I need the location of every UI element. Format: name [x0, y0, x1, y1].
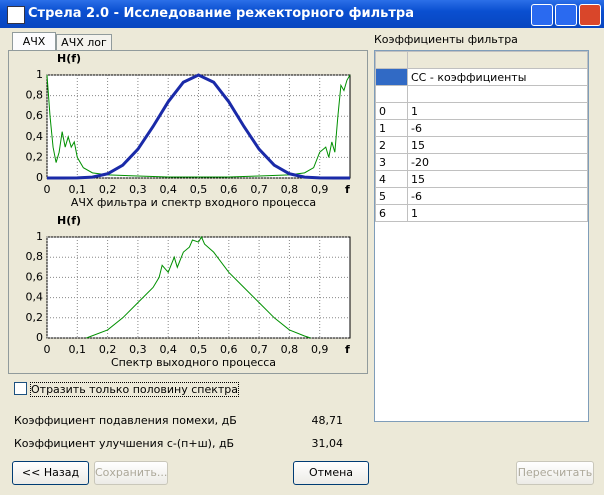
table-cell: 1 — [407, 204, 588, 222]
x-tick-label: 0,2 — [99, 343, 117, 356]
x-tick-label: 0,9 — [311, 183, 329, 196]
result-value: 48,71 — [311, 414, 344, 427]
x-tick-label: 0,1 — [69, 183, 87, 196]
recalc-button[interactable]: Пересчитать — [516, 461, 594, 485]
x-tick-label: 0,6 — [220, 183, 238, 196]
grid: СС - коэффициенты 0 1 1 -6 2 15 3 -20 4 15 5 -6 6 1 — [374, 50, 589, 422]
line-series — [47, 73, 350, 180]
x-tick-label: 0 — [44, 343, 51, 356]
x-tick-label: 0,9 — [311, 343, 329, 356]
x-tick-label: 0,4 — [159, 343, 177, 356]
x-tick-label: 0,1 — [69, 343, 87, 356]
line-series — [46, 74, 351, 178]
app-icon — [7, 6, 25, 24]
title-bar: Стрела 2.0 - Исследование режекторного ф… — [0, 0, 604, 28]
tab[interactable]: АЧХ — [12, 32, 56, 51]
save-button[interactable]: Сохранить... — [94, 461, 168, 485]
x-tick-label: 0,3 — [129, 343, 147, 356]
x-tick-label: 0,5 — [190, 183, 208, 196]
x-tick-label: 0,3 — [129, 183, 147, 196]
result-label: Коэффициент подавления помехи, дБ — [14, 414, 237, 427]
y-tick-label: 1 — [36, 68, 43, 81]
line-series — [86, 235, 311, 339]
y-tick-label: 0,6 — [26, 270, 44, 283]
cancel-button[interactable]: Отмена — [293, 461, 369, 485]
window-title: Стрела 2.0 - Исследование режекторного ф… — [28, 6, 414, 21]
x-axis-label: f — [345, 183, 350, 196]
back-button[interactable]: << Назад — [12, 461, 89, 485]
x-tick-label: 0,7 — [250, 183, 268, 196]
checkbox-label[interactable]: Отразить только половину спектра — [30, 382, 239, 397]
table-header: СС - коэффициенты — [407, 68, 588, 86]
x-tick-label: 0,2 — [99, 183, 117, 196]
chart-caption: АЧХ фильтра и спектр входного процесса — [71, 196, 316, 209]
x-tick-label: 0,6 — [220, 343, 238, 356]
table-row: 4 15 — [375, 170, 588, 188]
y-axis-label: H(f) — [57, 214, 81, 227]
y-tick-label: 0,4 — [26, 130, 44, 143]
x-tick-label: 0,7 — [250, 343, 268, 356]
y-tick-label: 0,4 — [26, 291, 44, 304]
y-tick-label: 0,6 — [26, 109, 44, 122]
x-axis-label: f — [345, 343, 350, 356]
coef-table: СС - коэффициенты 0 1 1 -6 2 15 3 -20 4 15 5 -6 6 1 — [375, 51, 588, 222]
x-tick-label: 0,4 — [159, 183, 177, 196]
result-value: 31,04 — [311, 437, 344, 450]
y-tick-label: 0 — [36, 331, 43, 344]
minimize-button[interactable] — [531, 4, 553, 26]
y-tick-label: 0,8 — [26, 89, 44, 102]
y-tick-label: 0,8 — [26, 250, 44, 263]
y-axis-label: H(f) — [57, 52, 81, 65]
checkbox[interactable] — [14, 382, 27, 395]
table-cell: 6 — [375, 204, 408, 222]
x-tick-label: 0,8 — [281, 183, 299, 196]
y-tick-label: 1 — [36, 230, 43, 243]
x-tick-label: 0,8 — [281, 343, 299, 356]
y-tick-label: 0,2 — [26, 311, 44, 324]
y-tick-label: 0,2 — [26, 150, 44, 163]
x-tick-label: 0 — [44, 183, 51, 196]
tab[interactable]: АЧХ лог — [56, 34, 112, 52]
close-button[interactable] — [579, 4, 601, 26]
x-tick-label: 0,5 — [190, 343, 208, 356]
y-tick-label: 0 — [36, 171, 43, 184]
maximize-button[interactable] — [555, 4, 577, 26]
table-label: Коэффициенты фильтра — [374, 33, 518, 46]
result-label: Коэффициент улучшения с-(п+ш), дБ — [14, 437, 235, 450]
table-row: 3 -20 — [375, 153, 588, 171]
chart-caption: Спектр выходного процесса — [111, 356, 276, 369]
